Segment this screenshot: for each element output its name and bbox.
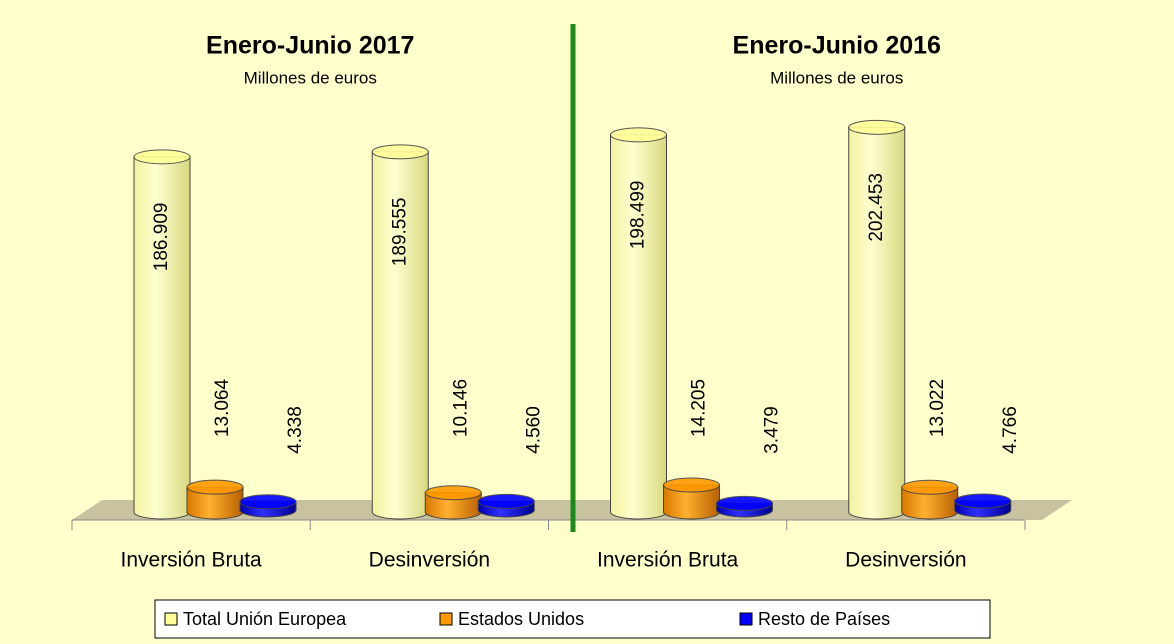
panel-subtitle: Millones de euros [770, 68, 903, 87]
data-label: 198.499 [628, 181, 649, 250]
x-tick-label: Inversión Bruta [121, 549, 263, 572]
legend [154, 599, 991, 639]
x-tick-label: Desinversión [369, 549, 490, 572]
data-label: 4.766 [1000, 406, 1021, 454]
data-label: 10.146 [450, 379, 471, 437]
panel-title: Enero-Junio 2017 [206, 32, 414, 60]
legend-marker [164, 612, 178, 626]
data-label: 4.560 [523, 406, 544, 454]
data-label: 13.022 [927, 379, 948, 437]
cylinder-top [424, 485, 482, 501]
panel-subtitle: Millones de euros [244, 68, 377, 87]
cylinder-top [186, 479, 244, 495]
cylinder-top [610, 127, 667, 143]
cylinder-top [663, 477, 720, 493]
cylinder-top [133, 149, 191, 165]
legend-label: Resto de Países [758, 609, 890, 629]
data-label: 189.555 [389, 198, 410, 267]
cylinder-top [848, 119, 906, 135]
data-label: 4.338 [285, 406, 306, 454]
legend-marker [739, 612, 753, 626]
cylinder-top [954, 493, 1012, 509]
cylinder-top [477, 493, 535, 509]
cylinder-top [239, 494, 297, 510]
cylinder-top [716, 495, 773, 511]
data-label: 14.205 [689, 379, 710, 437]
x-tick-label: Inversión Bruta [597, 549, 739, 572]
cylinder-top [371, 144, 429, 160]
legend-label: Estados Unidos [458, 609, 584, 629]
cylinder-top [901, 479, 959, 495]
legend-marker [439, 612, 453, 626]
legend-label: Total Unión Europea [183, 609, 347, 629]
data-label: 3.479 [762, 406, 783, 454]
data-label: 186.909 [151, 203, 172, 272]
panel-title: Enero-Junio 2016 [733, 32, 941, 60]
data-label: 202.453 [866, 173, 887, 242]
x-tick-label: Desinversión [845, 549, 966, 572]
data-label: 13.064 [212, 379, 233, 438]
